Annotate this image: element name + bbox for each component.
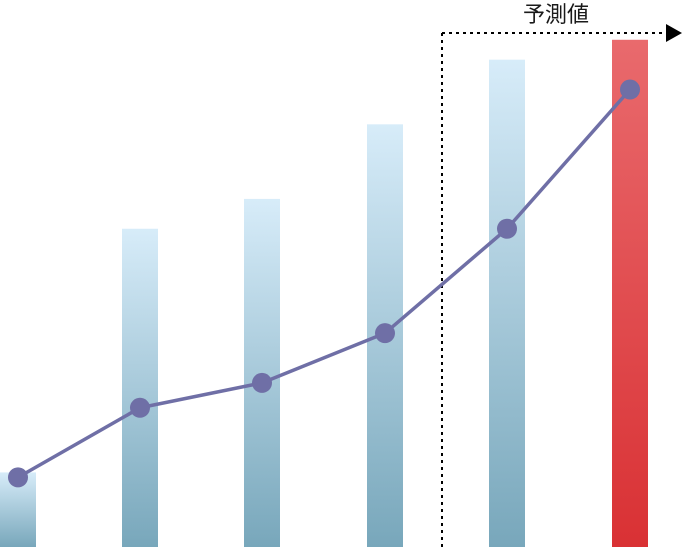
bar — [489, 59, 525, 547]
trend-line-layer — [8, 79, 640, 488]
bar — [122, 228, 158, 547]
forecast-annotation: 予測値 — [441, 3, 682, 547]
trend-point — [130, 397, 150, 418]
trend-point — [252, 372, 272, 393]
trend-point — [375, 323, 395, 344]
bars-layer — [0, 39, 648, 547]
trend-point — [8, 467, 28, 488]
forecast-bar — [612, 39, 648, 547]
forecast-label: 予測値 — [523, 3, 589, 28]
forecast-arrowhead — [666, 24, 682, 42]
trend-point — [497, 218, 517, 239]
trend-line — [17, 88, 632, 479]
trend-point — [620, 79, 640, 100]
